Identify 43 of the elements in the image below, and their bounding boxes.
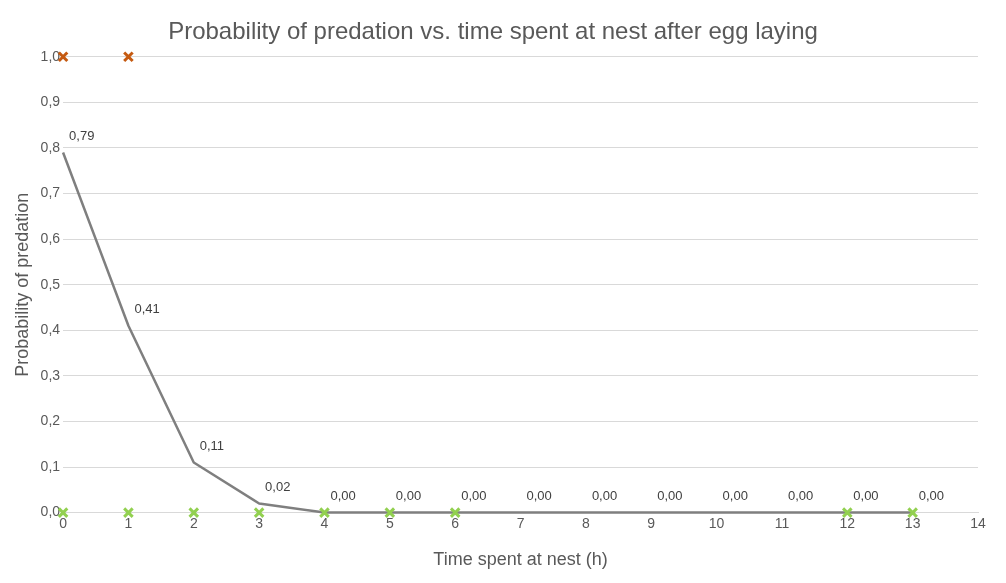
chart-title: Probability of predation vs. time spent at nest after egg laying (168, 17, 818, 45)
data-label: 0,00 (722, 487, 748, 503)
data-label: 0,79 (69, 127, 95, 143)
data-label: 0,00 (395, 487, 422, 503)
x-tick-label: 9 (647, 514, 656, 531)
data-label: 0,00 (853, 487, 879, 503)
x-tick-label: 8 (581, 514, 590, 531)
x-tick-label: 3 (255, 514, 264, 531)
x-tick-label: 14 (970, 514, 986, 531)
y-tick-label: 0,5 (40, 275, 61, 292)
data-label: 0,00 (591, 487, 618, 503)
x-tick-label: 10 (708, 514, 725, 531)
data-label: 0,02 (265, 478, 291, 494)
y-tick-label: 0,1 (40, 457, 61, 474)
x-tick-label: 11 (774, 514, 790, 531)
x-tick-label: 4 (320, 514, 329, 531)
data-label: 0,00 (461, 487, 487, 503)
x-tick-label: 7 (516, 514, 525, 531)
y-tick-label: 0,4 (40, 321, 61, 338)
data-label: 0,41 (134, 300, 160, 316)
data-label: 0,00 (918, 487, 944, 503)
data-label: 0,11 (199, 437, 225, 453)
x-tick-label: 1 (124, 514, 133, 531)
y-tick-label: 0,7 (40, 184, 61, 201)
y-tick-label: 1,0 (40, 47, 61, 64)
x-tick-label: 2 (189, 514, 198, 531)
data-label: 0,00 (657, 487, 683, 503)
x-tick-label: 12 (839, 514, 856, 531)
y-tick-label: 0,0 (40, 503, 61, 520)
y-tick-label: 0,8 (40, 138, 61, 155)
x-tick-label: 0 (59, 514, 68, 531)
y-tick-label: 0,2 (40, 412, 61, 429)
data-label: 0,00 (526, 487, 552, 503)
y-tick-label: 0,6 (40, 229, 61, 246)
x-tick-label: 5 (385, 514, 394, 531)
data-label: 0,00 (330, 487, 356, 503)
data-label: 0,00 (787, 487, 814, 503)
x-axis-title: Time spent at nest (h) (433, 549, 608, 570)
y-axis-title: Probability of predation (11, 192, 32, 377)
y-tick-label: 0,3 (40, 366, 61, 383)
y-tick-label: 0,9 (40, 93, 61, 110)
x-tick-label: 13 (904, 514, 921, 531)
x-tick-label: 6 (451, 514, 460, 531)
